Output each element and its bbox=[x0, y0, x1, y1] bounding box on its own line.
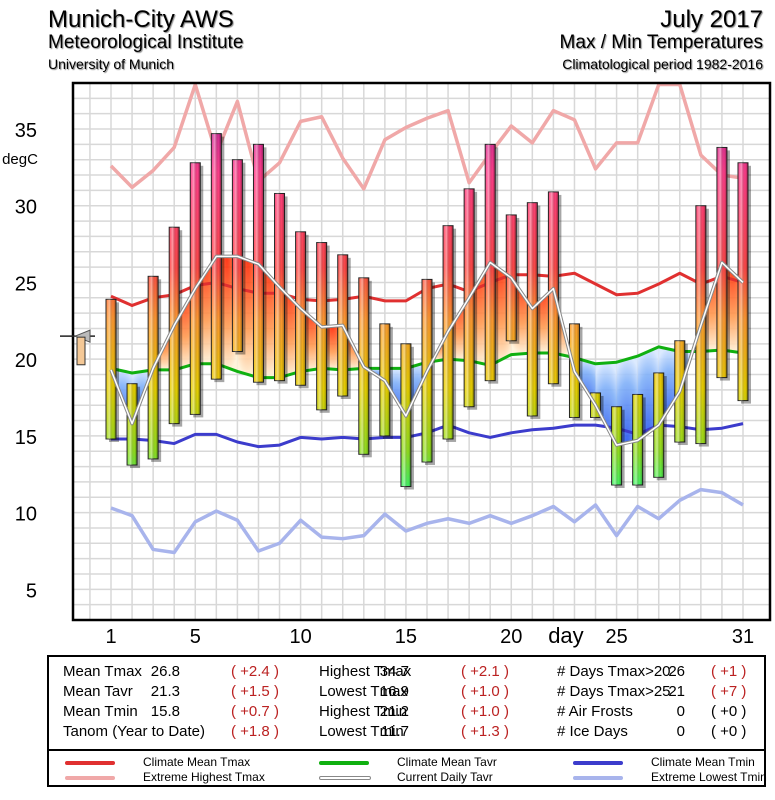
stat-label: # Days Tmax>25 bbox=[557, 683, 671, 700]
stat-value: 34.7 bbox=[379, 663, 409, 680]
stat-label: Highest Tmin bbox=[319, 703, 408, 720]
stat-label: # Ice Days bbox=[557, 723, 628, 740]
stat-anomaly: ( +0 ) bbox=[711, 723, 747, 740]
stat-anomaly: ( +2.4 ) bbox=[231, 663, 279, 680]
x-tick-label: 20 bbox=[500, 626, 522, 648]
stat-value: 21 bbox=[668, 683, 685, 700]
stat-label: Tanom (Year to Date) bbox=[63, 723, 206, 740]
x-tick-label: 1 bbox=[105, 626, 116, 648]
stat-label: Mean Tmin bbox=[63, 703, 138, 720]
stat-value: 21.3 bbox=[150, 683, 180, 700]
year-to-date-indicator bbox=[60, 329, 95, 366]
legend-swatch bbox=[573, 776, 623, 780]
stat-value: 26.8 bbox=[150, 663, 180, 680]
stat-label: Mean Tavr bbox=[63, 683, 133, 700]
stat-label: Mean Tmax bbox=[63, 663, 142, 680]
legend-label: Current Daily Tavr bbox=[397, 770, 493, 784]
stat-anomaly: ( +0.7 ) bbox=[231, 703, 279, 720]
current-daily-tavr-line bbox=[110, 255, 744, 446]
y-tick-label: 20 bbox=[15, 350, 37, 372]
stat-value: 15.8 bbox=[150, 703, 180, 720]
stat-value: 11.7 bbox=[380, 723, 409, 740]
stat-value: 0 bbox=[676, 723, 685, 740]
legend: Climate Mean Tmax Extreme Highest Tmax Cli… bbox=[47, 749, 767, 787]
stat-value: 21.2 bbox=[379, 703, 409, 720]
legend-swatch bbox=[65, 761, 115, 765]
y-tick-label: 25 bbox=[15, 273, 37, 295]
x-tick-label: 5 bbox=[190, 626, 201, 648]
legend-swatch bbox=[319, 761, 369, 765]
month-title: July 2017 bbox=[660, 6, 763, 33]
stat-anomaly: ( +1.0 ) bbox=[461, 683, 509, 700]
legend-label: Climate Mean Tmax bbox=[143, 755, 251, 769]
x-axis-label: day bbox=[548, 623, 583, 648]
y-axis-label: degC bbox=[2, 151, 38, 168]
x-tick-label: 31 bbox=[732, 626, 754, 648]
stats-panel: Mean Tmax 26.8 ( +2.4 ) Mean Tavr 21.3 ( +1.5… bbox=[47, 655, 766, 750]
stat-anomaly: ( +1.0 ) bbox=[461, 703, 509, 720]
x-tick-label: 10 bbox=[289, 626, 311, 648]
university-title: University of Munich bbox=[48, 56, 175, 72]
stat-anomaly: ( +2.1 ) bbox=[461, 663, 509, 680]
plot-frame bbox=[71, 81, 772, 622]
y-tick-label: 35 bbox=[15, 120, 37, 142]
y-tick-label: 10 bbox=[15, 504, 37, 526]
stat-anomaly: ( +0 ) bbox=[711, 703, 747, 720]
stat-value: 0 bbox=[676, 703, 685, 720]
stat-anomaly: ( +1.5 ) bbox=[231, 683, 279, 700]
stat-label: Lowest Tmin bbox=[319, 723, 404, 740]
legend-swatch bbox=[573, 761, 623, 765]
stat-anomaly: ( +1.8 ) bbox=[231, 723, 279, 740]
y-tick-label: 5 bbox=[26, 580, 37, 602]
legend-swatch bbox=[65, 776, 115, 780]
legend-label: Extreme Lowest Tmin bbox=[651, 770, 767, 784]
y-tick-label: 30 bbox=[15, 197, 37, 219]
legend-label: Climate Mean Tavr bbox=[397, 755, 497, 769]
legend-swatch bbox=[319, 776, 371, 780]
bar-highlight bbox=[106, 299, 116, 439]
stat-value: 26 bbox=[668, 663, 685, 680]
station-title: Munich-City AWS bbox=[48, 6, 234, 33]
stat-label: # Days Tmax>20 bbox=[557, 663, 671, 680]
y-tick-label: 15 bbox=[15, 427, 37, 449]
stat-anomaly: ( +7 ) bbox=[711, 683, 747, 700]
legend-label: Climate Mean Tmin bbox=[651, 755, 755, 769]
legend-label: Extreme Highest Tmax bbox=[143, 770, 265, 784]
stat-value: 16.9 bbox=[379, 683, 409, 700]
stat-anomaly: ( +1.3 ) bbox=[461, 723, 509, 740]
stat-label: # Air Frosts bbox=[557, 703, 633, 720]
extreme-lowest-tmin-line bbox=[110, 487, 744, 555]
x-tick-label: 25 bbox=[605, 626, 627, 648]
tavr-line bbox=[109, 254, 745, 447]
stat-label: Highest Tmax bbox=[319, 663, 412, 680]
chart-subtitle: Max / Min Temperatures bbox=[559, 32, 763, 53]
x-tick-label: 15 bbox=[395, 626, 417, 648]
ytd-anomaly-bar bbox=[76, 336, 86, 366]
institute-title: Meteorological Institute bbox=[48, 32, 244, 53]
stat-label: Lowest Tmax bbox=[319, 683, 408, 700]
stat-anomaly: ( +1 ) bbox=[711, 663, 747, 680]
climate-period: Climatological period 1982-2016 bbox=[562, 56, 763, 72]
